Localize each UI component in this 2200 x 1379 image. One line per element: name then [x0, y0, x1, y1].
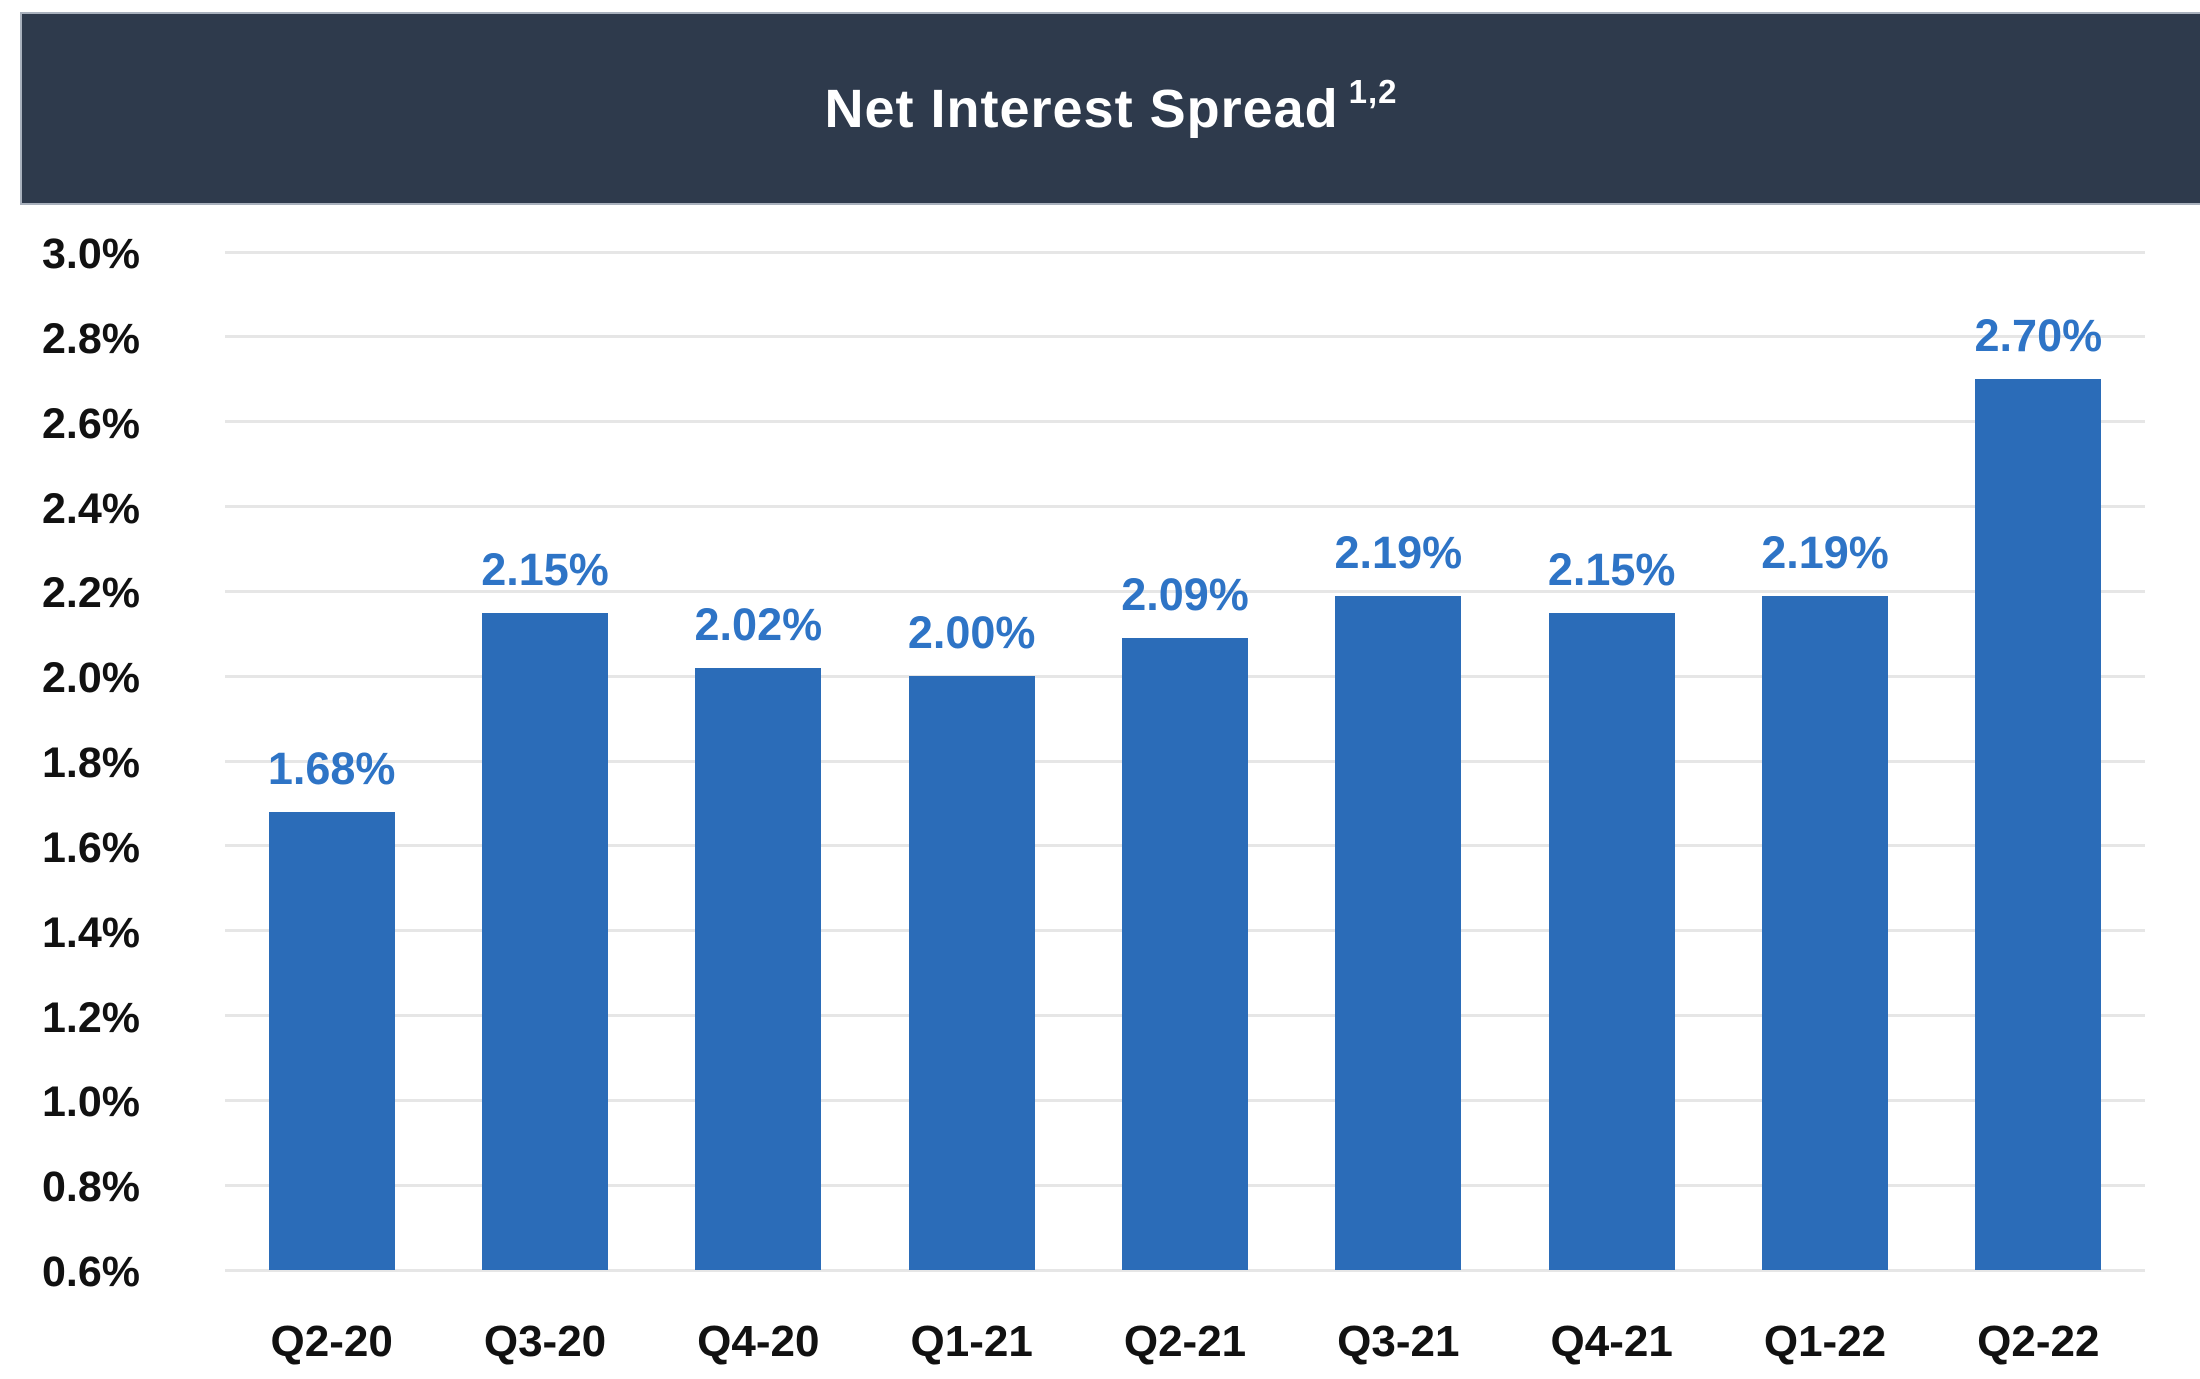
bar-Q4-20: [695, 667, 822, 1270]
y-tick-label: 1.0%: [41, 1078, 140, 1127]
y-tick-label: 3.0%: [41, 230, 140, 278]
x-tick-label: Q4-20: [697, 1317, 820, 1366]
bar-value-label: 2.70%: [1974, 310, 2103, 362]
bar-Q4-21: [1548, 612, 1675, 1270]
y-tick-label: 2.2%: [41, 569, 140, 618]
bar-Q3-20: [482, 612, 608, 1270]
gridline: [225, 250, 2145, 254]
bar-value-label: 2.02%: [694, 598, 823, 650]
y-tick-label: 1.2%: [41, 993, 140, 1042]
bar-value-label: 2.00%: [907, 607, 1036, 659]
bar-value-label: 2.19%: [1334, 526, 1463, 578]
gridline: [225, 420, 2145, 424]
x-tick-label: Q1-21: [910, 1317, 1033, 1366]
y-tick-label: 1.6%: [41, 823, 140, 872]
chart-title-superscript: 1,2: [1348, 72, 1398, 110]
bar-value-label: 2.19%: [1761, 526, 1889, 578]
y-tick-label: 1.8%: [41, 739, 140, 787]
bar-Q2-20: [268, 811, 395, 1270]
x-tick-label: Q2-20: [270, 1317, 393, 1366]
chart-title: Net Interest Spread 1,2: [824, 73, 1397, 140]
bar-Q1-21: [908, 676, 1035, 1270]
bar-Q3-21: [1335, 595, 1462, 1270]
gridline: [225, 505, 2145, 508]
x-tick-label: Q3-20: [483, 1317, 607, 1366]
y-tick-label: 0.6%: [41, 1248, 140, 1296]
y-tick-label: 0.8%: [41, 1163, 140, 1212]
bar-value-label: 2.15%: [1547, 543, 1676, 595]
gridline: [225, 335, 2145, 339]
bar-value-label: 1.68%: [267, 742, 396, 794]
y-tick-label: 2.0%: [41, 654, 140, 703]
x-tick-label: Q2-21: [1123, 1317, 1247, 1366]
bar-value-label: 2.09%: [1121, 568, 1249, 620]
chart-title-text: Net Interest Spread: [824, 78, 1339, 139]
gridline: [225, 1268, 2145, 1272]
x-tick-label: Q3-21: [1337, 1317, 1460, 1366]
bar-value-label: 2.15%: [481, 543, 609, 595]
title-banner: Net Interest Spread 1,2: [20, 12, 2200, 205]
x-tick-label: Q4-21: [1550, 1317, 1673, 1366]
x-tick-label: Q2-22: [1977, 1317, 2100, 1366]
gridline: [225, 589, 2145, 593]
bar-Q2-22: [1975, 379, 2102, 1270]
y-tick-label: 2.8%: [41, 314, 140, 363]
y-tick-label: 2.4%: [41, 484, 140, 533]
x-tick-label: Q1-22: [1763, 1317, 1887, 1366]
y-tick-label: 1.4%: [41, 908, 140, 957]
bar-Q1-22: [1762, 595, 1888, 1270]
y-tick-label: 2.6%: [41, 399, 140, 448]
bar-Q2-21: [1122, 637, 1248, 1270]
